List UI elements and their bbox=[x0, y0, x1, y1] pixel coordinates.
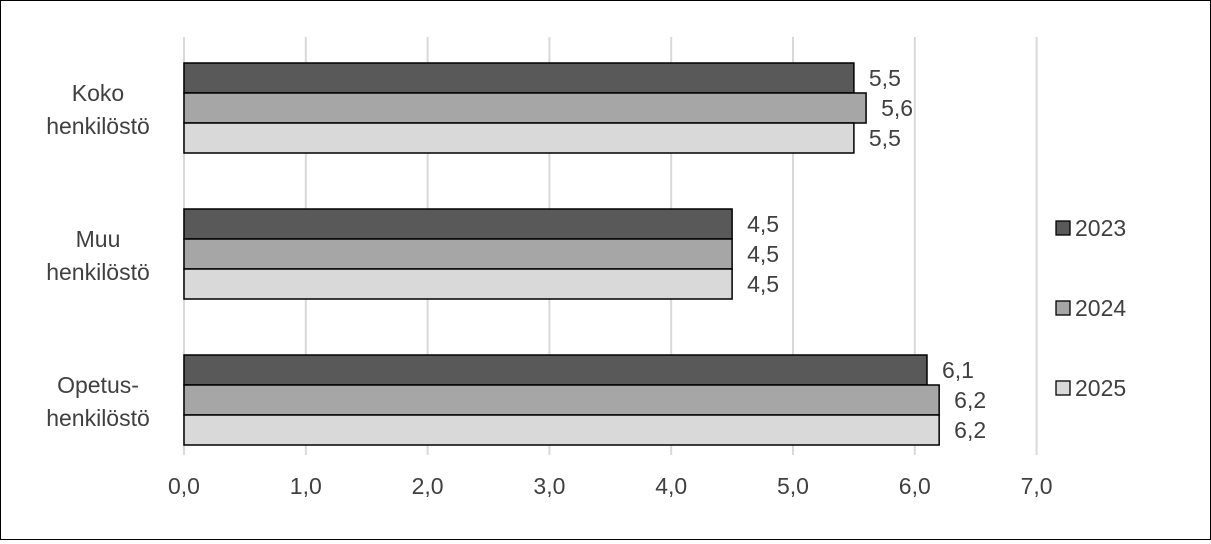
legend-label-2024: 2024 bbox=[1075, 295, 1126, 321]
data-label-2024-1: 4,5 bbox=[747, 241, 779, 267]
bar-2023-0 bbox=[183, 62, 855, 94]
x-tick-label: 7,0 bbox=[1021, 473, 1053, 499]
bar-2023-2 bbox=[183, 354, 928, 386]
category-label: Koko bbox=[72, 80, 124, 106]
legend-label-2025: 2025 bbox=[1075, 375, 1126, 401]
x-tick-label: 3,0 bbox=[533, 473, 565, 499]
bar-2024-0 bbox=[183, 92, 867, 124]
data-label-2024-2: 6,2 bbox=[954, 387, 986, 413]
bar-2024-1 bbox=[183, 238, 733, 270]
legend: 2023 2024 2025 bbox=[1055, 215, 1126, 401]
category-label: henkilöstö bbox=[46, 405, 150, 431]
data-label-2025-1: 4,5 bbox=[747, 271, 779, 297]
bar-2025-2 bbox=[183, 414, 940, 446]
bar-2025-1 bbox=[183, 268, 733, 300]
legend-swatch-2024 bbox=[1055, 300, 1071, 316]
x-axis-tick-labels: 0,0 1,0 2,0 3,0 4,0 5,0 6,0 7,0 bbox=[168, 473, 1053, 499]
x-tick-label: 6,0 bbox=[899, 473, 931, 499]
category-label: Muu bbox=[76, 226, 121, 252]
x-tick-label: 4,0 bbox=[655, 473, 687, 499]
bar-2024-2 bbox=[183, 384, 940, 416]
data-label-2023-2: 6,1 bbox=[942, 357, 974, 383]
category-labels: Koko henkilöstö Muu henkilöstö Opetus-henkil… bbox=[46, 80, 150, 431]
x-tick-label: 5,0 bbox=[777, 473, 809, 499]
legend-label-2023: 2023 bbox=[1075, 215, 1126, 241]
data-label-2024-0: 5,6 bbox=[881, 95, 913, 121]
bar-2025-0 bbox=[183, 122, 855, 154]
data-label-2023-1: 4,5 bbox=[747, 211, 779, 237]
data-label-2023-0: 5,5 bbox=[869, 65, 901, 91]
data-label-2025-2: 6,2 bbox=[954, 417, 986, 443]
x-tick-label: 2,0 bbox=[412, 473, 444, 499]
category-label: henkilöstö bbox=[46, 259, 150, 285]
data-label-2025-0: 5,5 bbox=[869, 125, 901, 151]
x-tick-label: 0,0 bbox=[168, 473, 200, 499]
bars bbox=[183, 62, 940, 446]
x-tick-label: 1,0 bbox=[290, 473, 322, 499]
legend-swatch-2023 bbox=[1055, 220, 1071, 236]
legend-swatch-2025 bbox=[1055, 380, 1071, 396]
category-label: Opetus- bbox=[57, 372, 139, 398]
data-labels: 5,5 5,6 5,5 4,5 4,5 4,5 6,1 6,2 6,2 bbox=[747, 65, 986, 443]
category-label: henkilöstö bbox=[46, 113, 150, 139]
bar-2023-1 bbox=[183, 208, 733, 240]
